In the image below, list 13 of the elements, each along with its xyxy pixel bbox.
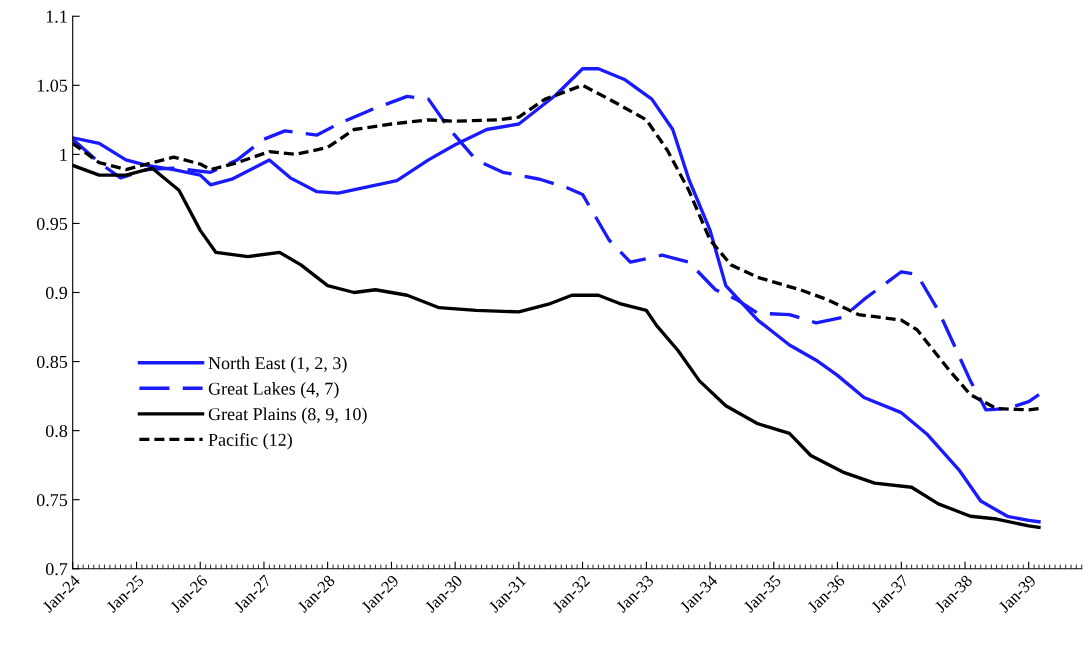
- y-tick-label: 0.7: [45, 563, 68, 576]
- y-tick-label: 0.8: [45, 424, 68, 438]
- legend-label: Great Lakes (4, 7): [208, 382, 339, 399]
- y-tick-label: 1.05: [37, 79, 68, 92]
- y-tick-label: 0.85: [36, 355, 68, 369]
- y-tick-label: 1: [60, 148, 67, 161]
- y-tick-label: 0.75: [36, 493, 68, 507]
- legend-label: North East (1, 2, 3): [208, 356, 347, 373]
- legend-label: Pacific (12): [208, 432, 292, 450]
- y-tick-label: 0.95: [36, 217, 68, 230]
- y-tick-label: 0.9: [45, 286, 68, 300]
- y-tick-label: 1.1: [46, 10, 67, 23]
- legend-label: Great Plains (8, 9, 10): [208, 407, 367, 424]
